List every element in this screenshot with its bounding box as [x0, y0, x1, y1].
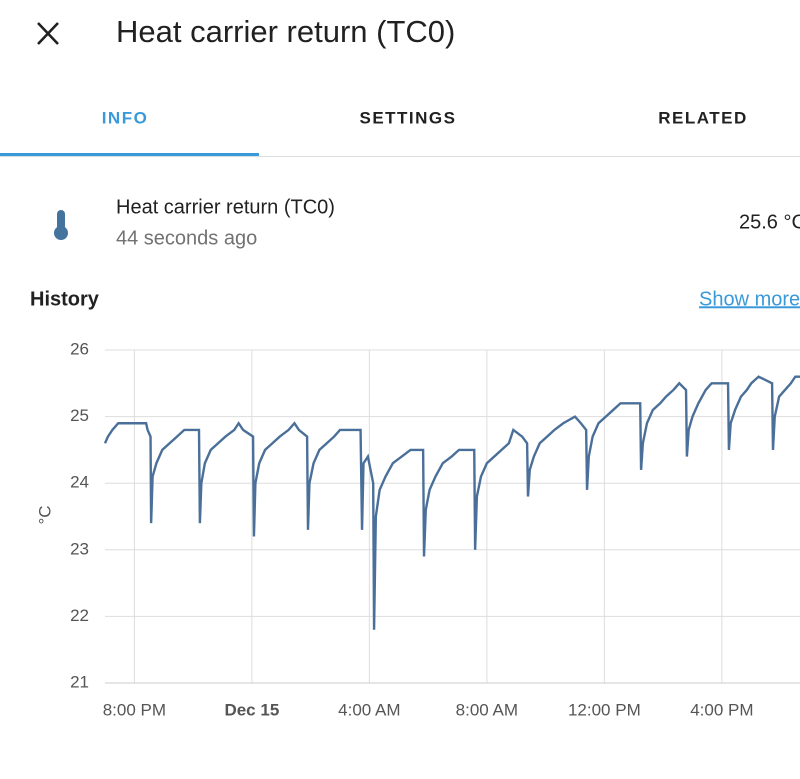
y-tick-label: 24	[70, 473, 89, 492]
entity-name: Heat carrier return (TC0)	[116, 196, 335, 218]
show-more-link[interactable]: Show more	[699, 288, 800, 310]
dialog-title: Heat carrier return (TC0)	[116, 14, 455, 49]
history-title: History	[30, 288, 100, 310]
tab[interactable]: INFO	[102, 108, 149, 127]
x-tick-label: 12:00 PM	[568, 700, 641, 719]
entity-state: 25.6 °C	[739, 211, 800, 233]
x-tick-label: 8:00 PM	[103, 700, 166, 719]
y-tick-label: 23	[70, 539, 89, 558]
x-tick-label: 8:00 AM	[456, 700, 518, 719]
y-tick-label: 21	[70, 672, 89, 691]
y-tick-label: 26	[70, 339, 89, 358]
x-tick-label: 4:00 PM	[690, 700, 753, 719]
x-tick-label: 4:00 AM	[338, 700, 400, 719]
close-button[interactable]	[37, 22, 59, 45]
y-tick-label: 22	[70, 606, 89, 625]
tab[interactable]: SETTINGS	[359, 108, 456, 127]
y-tick-label: 25	[70, 406, 89, 425]
last-changed: 44 seconds ago	[116, 227, 257, 249]
tab[interactable]: RELATED	[658, 108, 748, 127]
x-tick-label: Dec 15	[224, 700, 279, 719]
history-line	[103, 375, 800, 630]
tab-divider	[0, 156, 800, 157]
thermometer-icon	[54, 210, 68, 240]
y-axis-label: °C	[35, 505, 54, 524]
tab-indicator	[0, 153, 259, 156]
